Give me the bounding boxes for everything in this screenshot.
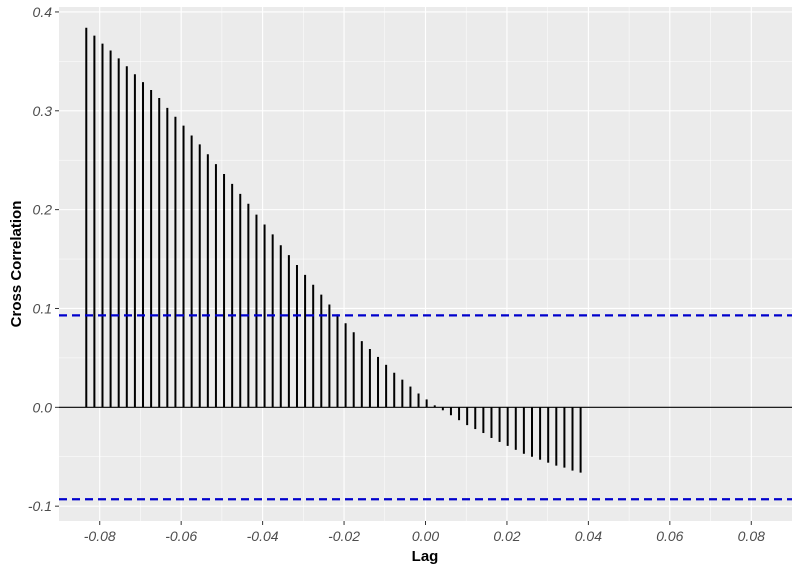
x-tick-label: -0.02 <box>328 528 360 544</box>
x-tick-label: -0.04 <box>247 528 279 544</box>
x-tick-label: -0.06 <box>165 528 197 544</box>
y-axis-title: Cross Correlation <box>8 201 25 328</box>
y-tick-label: 0.1 <box>33 300 52 316</box>
y-tick-label: 0.3 <box>33 103 53 119</box>
y-tick-label: 0.4 <box>33 4 53 20</box>
y-tick-label: 0.0 <box>33 399 53 415</box>
x-axis-title: Lag <box>412 548 439 565</box>
x-tick-label: 0.02 <box>493 528 520 544</box>
ccf-bars <box>85 27 582 473</box>
y-tick-label: 0.2 <box>33 202 53 218</box>
grid-lines <box>59 7 792 521</box>
x-tick-label: -0.08 <box>84 528 116 544</box>
x-tick-label: 0.06 <box>656 528 683 544</box>
confidence-bounds <box>59 314 792 501</box>
x-tick-label: 0.08 <box>738 528 765 544</box>
x-axis-ticks: -0.08 -0.06 -0.04 -0.02 0.00 0.02 0.04 0.06 0.08 <box>84 521 765 544</box>
y-tick-label: -0.1 <box>28 498 52 514</box>
y-axis-ticks: -0.1 0.0 0.1 0.2 0.3 0.4 <box>28 4 59 514</box>
x-tick-label: 0.04 <box>575 528 602 544</box>
x-tick-label: 0.00 <box>412 528 439 544</box>
